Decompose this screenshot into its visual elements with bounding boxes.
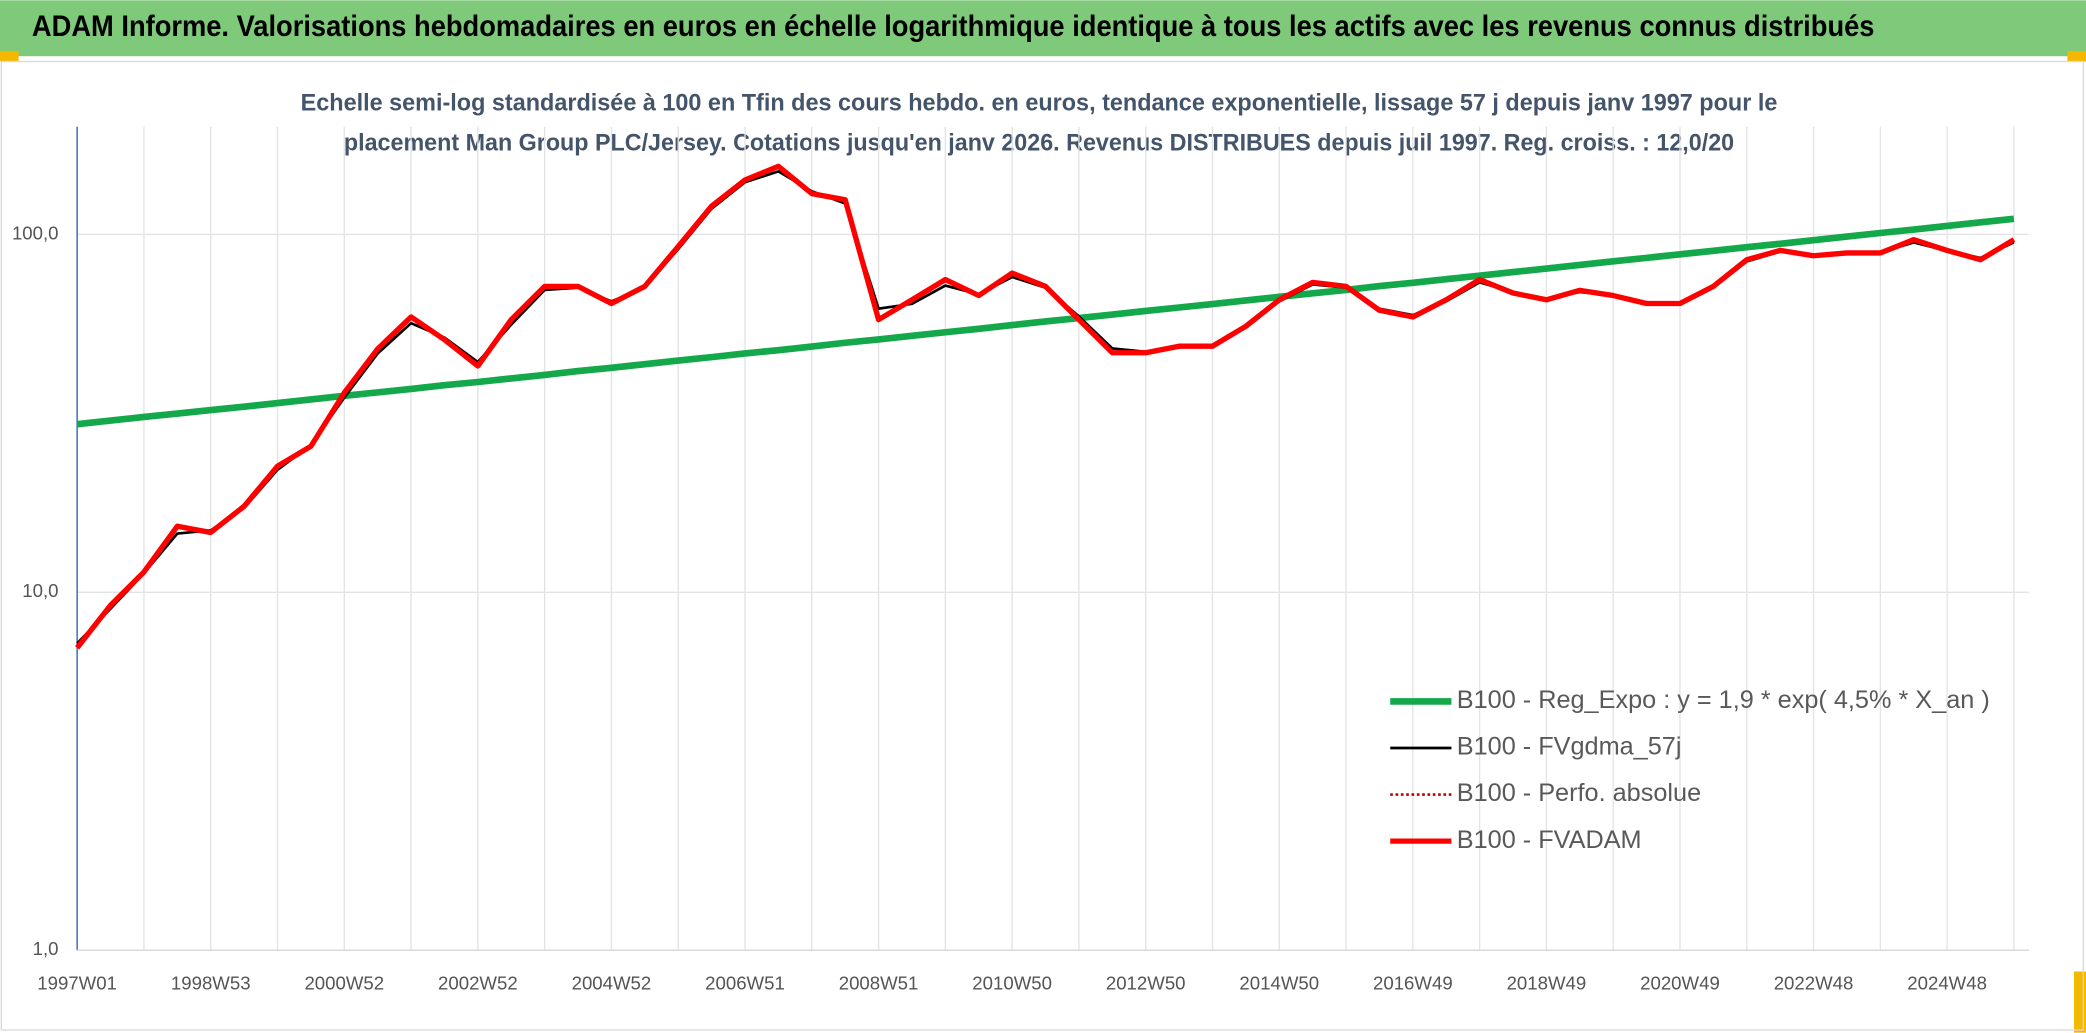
series-line <box>76 215 2015 428</box>
corner <box>2067 50 2086 62</box>
series-line <box>75 163 2016 650</box>
chart-title: Echelle semi-log standardisée à 100 en T… <box>301 89 1778 116</box>
header-bar <box>0 0 2086 57</box>
legend-label: B100 - Reg_Expo : y = 1,9 * exp( 4,5% * … <box>1457 686 1990 714</box>
x-tick-label: 2014W50 <box>1239 973 1319 994</box>
x-tick-label: 2002W52 <box>438 973 518 994</box>
x-tick-label: 2024W48 <box>1907 973 1987 994</box>
plot-area: 1,0 10,0 100,0 1997W01 1998W53 2000W52 2002W52… <box>12 126 2029 994</box>
x-tick-label: 2004W52 <box>572 973 652 994</box>
x-tick-label: 2010W50 <box>972 973 1052 994</box>
x-tick-label: 2000W52 <box>304 973 384 994</box>
legend-label: B100 - FVADAM <box>1457 826 1642 854</box>
corner <box>0 50 19 62</box>
legend-label: B100 - FVgdma_57j <box>1457 733 1682 761</box>
x-tick-label: 2016W49 <box>1373 973 1453 994</box>
x-tick-label: 2020W49 <box>1640 973 1720 994</box>
x-tick-label: 2018W49 <box>1507 973 1587 994</box>
legend-label: B100 - Perfo. absolue <box>1457 779 1701 807</box>
x-tick-label: 2006W51 <box>705 973 785 994</box>
x-tick-label: 1997W01 <box>37 973 117 994</box>
y-tick-label: 1,0 <box>33 938 59 959</box>
chart-title: placement Man Group PLC/Jersey. Cotation… <box>344 129 1734 156</box>
x-tick-label: 1998W53 <box>171 973 251 994</box>
header-title: ADAM Informe. Valorisations hebdomadaire… <box>32 11 1875 43</box>
x-tick-label: 2012W50 <box>1106 973 1186 994</box>
y-tick-label: 10,0 <box>22 580 58 601</box>
y-tick-label: 100,0 <box>12 222 59 243</box>
x-tick-label: 2008W51 <box>839 973 919 994</box>
chart-frame <box>0 60 2085 1031</box>
x-tick-label: 2022W48 <box>1774 973 1854 994</box>
corner <box>2074 971 2086 1033</box>
